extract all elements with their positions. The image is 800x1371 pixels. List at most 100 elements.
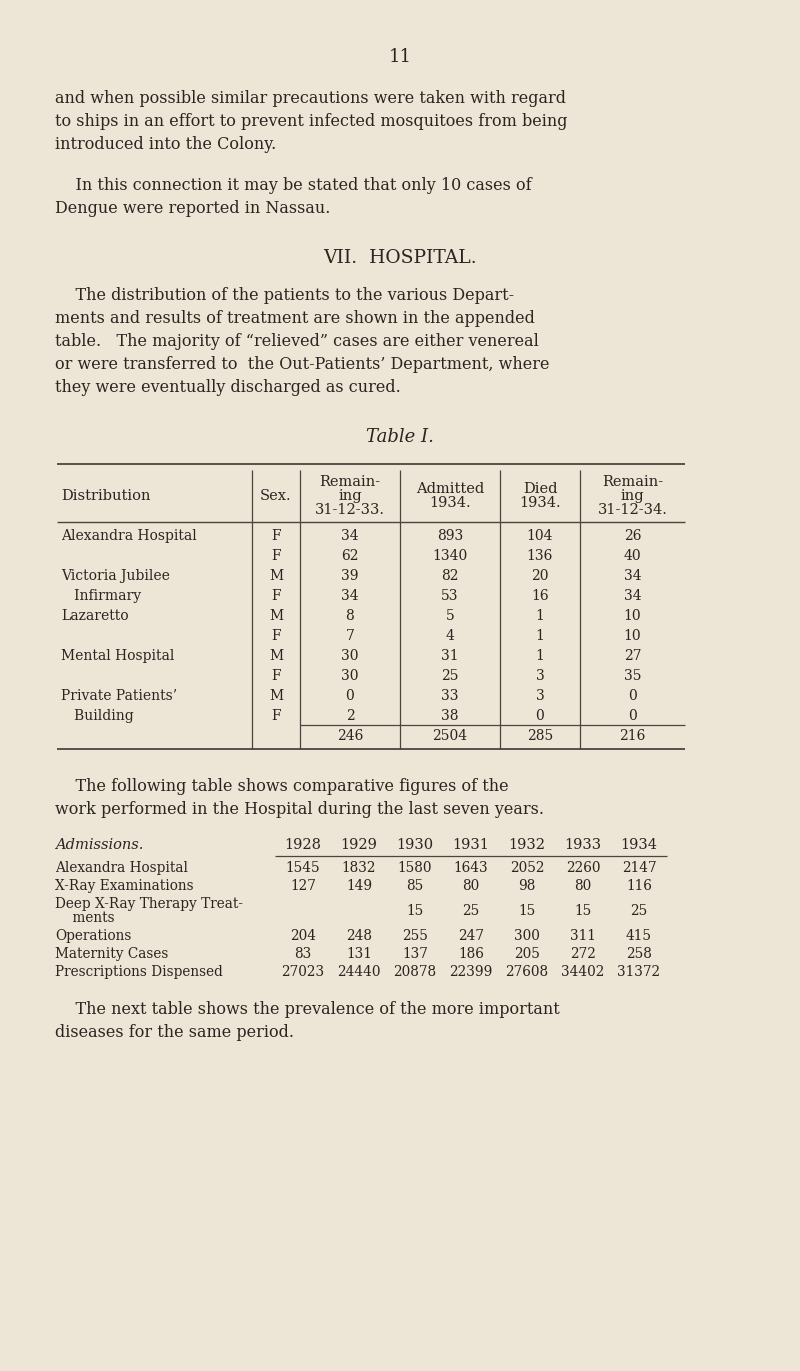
Text: The following table shows comparative figures of the: The following table shows comparative fi… [55,777,509,795]
Text: 1: 1 [535,609,545,622]
Text: 7: 7 [346,629,354,643]
Text: 10: 10 [624,629,642,643]
Text: 10: 10 [624,609,642,622]
Text: 205: 205 [514,947,540,961]
Text: 1934: 1934 [621,838,658,851]
Text: Deep X-Ray Therapy Treat-: Deep X-Ray Therapy Treat- [55,897,243,910]
Text: 1928: 1928 [285,838,322,851]
Text: Remain-: Remain- [602,474,663,489]
Text: 216: 216 [619,729,646,743]
Text: 20878: 20878 [394,965,437,979]
Text: M: M [269,609,283,622]
Text: 80: 80 [574,879,592,893]
Text: 1580: 1580 [398,861,432,875]
Text: and when possible similar precautions were taken with regard: and when possible similar precautions we… [55,90,566,107]
Text: to ships in an effort to prevent infected mosquitoes from being: to ships in an effort to prevent infecte… [55,112,567,130]
Text: 2147: 2147 [622,861,656,875]
Text: 1643: 1643 [454,861,488,875]
Text: table.   The majority of “relieved” cases are either venereal: table. The majority of “relieved” cases … [55,333,539,350]
Text: 1340: 1340 [432,548,468,563]
Text: 26: 26 [624,529,642,543]
Text: 31372: 31372 [618,965,661,979]
Text: 38: 38 [442,709,458,723]
Text: 186: 186 [458,947,484,961]
Text: 35: 35 [624,669,642,683]
Text: 34: 34 [624,590,642,603]
Text: 15: 15 [574,903,592,919]
Text: 22399: 22399 [450,965,493,979]
Text: The next table shows the prevalence of the more important: The next table shows the prevalence of t… [55,1001,560,1019]
Text: Alexandra Hospital: Alexandra Hospital [55,861,188,875]
Text: 1931: 1931 [453,838,490,851]
Text: F: F [271,529,281,543]
Text: work performed in the Hospital during the last seven years.: work performed in the Hospital during th… [55,801,544,818]
Text: 415: 415 [626,930,652,943]
Text: 82: 82 [442,569,458,583]
Text: 136: 136 [527,548,553,563]
Text: 204: 204 [290,930,316,943]
Text: 1934.: 1934. [429,496,471,510]
Text: 4: 4 [446,629,454,643]
Text: 1934.: 1934. [519,496,561,510]
Text: they were eventually discharged as cured.: they were eventually discharged as cured… [55,378,401,396]
Text: 8: 8 [346,609,354,622]
Text: 34: 34 [341,590,359,603]
Text: VII.  HOSPITAL.: VII. HOSPITAL. [323,250,477,267]
Text: 85: 85 [406,879,424,893]
Text: 131: 131 [346,947,372,961]
Text: 25: 25 [442,669,458,683]
Text: 27608: 27608 [506,965,549,979]
Text: 30: 30 [342,648,358,664]
Text: Maternity Cases: Maternity Cases [55,947,168,961]
Text: 34: 34 [624,569,642,583]
Text: 2260: 2260 [566,861,600,875]
Text: 5: 5 [446,609,454,622]
Text: 83: 83 [294,947,312,961]
Text: In this connection it may be stated that only 10 cases of: In this connection it may be stated that… [55,177,532,195]
Text: 40: 40 [624,548,642,563]
Text: F: F [271,590,281,603]
Text: 0: 0 [536,709,544,723]
Text: Table I.: Table I. [366,428,434,446]
Text: 31-12-34.: 31-12-34. [598,503,667,517]
Text: F: F [271,709,281,723]
Text: M: M [269,648,283,664]
Text: Private Patients’: Private Patients’ [61,690,177,703]
Text: Distribution: Distribution [61,489,150,503]
Text: Alexandra Hospital: Alexandra Hospital [61,529,197,543]
Text: 255: 255 [402,930,428,943]
Text: Victoria Jubilee: Victoria Jubilee [61,569,170,583]
Text: or were transferred to  the Out-Patients’ Department, where: or were transferred to the Out-Patients’… [55,356,550,373]
Text: ments and results of treatment are shown in the appended: ments and results of treatment are shown… [55,310,535,328]
Text: 24440: 24440 [338,965,381,979]
Text: 80: 80 [462,879,480,893]
Text: 149: 149 [346,879,372,893]
Text: X-Ray Examinations: X-Ray Examinations [55,879,194,893]
Text: 1832: 1832 [342,861,376,875]
Text: 272: 272 [570,947,596,961]
Text: 1: 1 [535,648,545,664]
Text: 893: 893 [437,529,463,543]
Text: M: M [269,690,283,703]
Text: 2: 2 [346,709,354,723]
Text: 34: 34 [341,529,359,543]
Text: 31: 31 [441,648,459,664]
Text: 311: 311 [570,930,596,943]
Text: 25: 25 [462,903,480,919]
Text: 27: 27 [624,648,642,664]
Text: 1545: 1545 [286,861,320,875]
Text: 39: 39 [342,569,358,583]
Text: 34402: 34402 [562,965,605,979]
Text: 247: 247 [458,930,484,943]
Text: Infirmary: Infirmary [61,590,141,603]
Text: Operations: Operations [55,930,131,943]
Text: 62: 62 [342,548,358,563]
Text: 1930: 1930 [397,838,434,851]
Text: 1933: 1933 [565,838,602,851]
Text: Admitted: Admitted [416,483,484,496]
Text: Remain-: Remain- [319,474,381,489]
Text: 30: 30 [342,669,358,683]
Text: introduced into the Colony.: introduced into the Colony. [55,136,276,154]
Text: 25: 25 [630,903,648,919]
Text: 98: 98 [518,879,536,893]
